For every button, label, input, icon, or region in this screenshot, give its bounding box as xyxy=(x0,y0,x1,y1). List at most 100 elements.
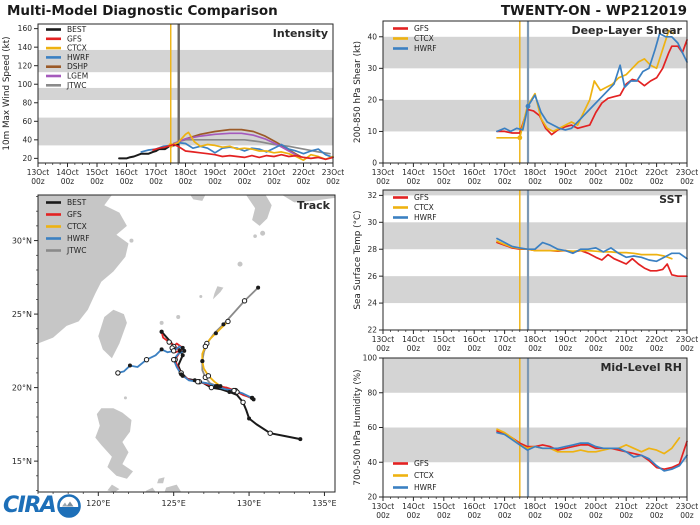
lon-tick-label: 130°E xyxy=(237,499,261,508)
x-tick-sublabel: 00z xyxy=(559,344,573,353)
x-tick-label: 17Oct xyxy=(493,502,516,511)
track-map: 120°E 125°E 130°E 135°E 15°N 20°N 25°N 30°N Trac… xyxy=(12,194,337,508)
x-tick-sublabel: 00z xyxy=(376,177,390,186)
x-tick-label: 17Oct xyxy=(493,335,516,344)
landmass xyxy=(145,487,156,492)
landmass xyxy=(190,195,206,201)
y-tick-label: 40 xyxy=(367,458,377,467)
x-tick-label: 13Oct xyxy=(372,502,395,511)
track-GFS-marker xyxy=(180,345,185,350)
rh-GFS-line xyxy=(496,430,688,471)
x-tick-sublabel: 00z xyxy=(120,177,134,186)
y-tick-label: 60 xyxy=(367,423,377,432)
intensity-CTCX-line xyxy=(169,131,334,162)
x-tick-sublabel: 00z xyxy=(589,177,603,186)
track-HWRF-marker xyxy=(159,347,164,352)
legend-label-CTCX: CTCX xyxy=(414,203,434,212)
x-tick-label: 22Oct xyxy=(292,168,315,177)
track-JTWC-marker xyxy=(256,285,261,290)
track-CTCX-marker xyxy=(213,331,218,336)
x-tick-label: 13Oct xyxy=(27,168,50,177)
y-tick-label: 26 xyxy=(367,272,377,281)
legend-label-CTCX: CTCX xyxy=(414,34,434,43)
y-tick-label: 80 xyxy=(367,388,377,397)
x-tick-label: 18Oct xyxy=(524,502,547,511)
x-tick-label: 18Oct xyxy=(174,168,197,177)
x-tick-label: 20Oct xyxy=(585,502,608,511)
island xyxy=(123,396,127,400)
category-band xyxy=(38,117,333,146)
x-tick-label: 18Oct xyxy=(524,335,547,344)
track-BEST-open-marker xyxy=(267,430,273,436)
legend-label-GFS: GFS xyxy=(414,459,429,468)
x-tick-sublabel: 00z xyxy=(407,511,421,520)
x-tick-label: 15Oct xyxy=(433,335,456,344)
track-CTCX-open-marker xyxy=(202,343,209,350)
island xyxy=(237,261,243,267)
y-tick-label: 0 xyxy=(372,159,377,168)
y-tick-label: 140 xyxy=(18,43,33,52)
landmass xyxy=(95,408,133,479)
landmass xyxy=(157,477,165,484)
lon-tick-label: 125°E xyxy=(162,499,186,508)
mid-level-rh-chart: 13Oct00z14Oct00z15Oct00z16Oct00z17Oct00z… xyxy=(353,354,698,520)
track-BEST-marker xyxy=(298,437,303,442)
x-tick-sublabel: 00z xyxy=(589,511,603,520)
x-tick-sublabel: 00z xyxy=(498,177,512,186)
x-tick-sublabel: 00z xyxy=(650,344,664,353)
shear-GFS-line xyxy=(496,39,688,136)
category-band xyxy=(38,87,333,100)
x-tick-sublabel: 00z xyxy=(238,177,252,186)
y-tick-label: 24 xyxy=(367,299,377,308)
track-HWRF-marker xyxy=(127,363,132,368)
x-tick-label: 22Oct xyxy=(645,168,668,177)
x-tick-label: 16Oct xyxy=(463,168,486,177)
x-tick-sublabel: 00z xyxy=(376,511,390,520)
island xyxy=(176,315,181,320)
x-tick-label: 16Oct xyxy=(463,335,486,344)
track-BEST-marker xyxy=(227,390,232,395)
x-tick-sublabel: 00z xyxy=(528,511,542,520)
x-tick-label: 15Oct xyxy=(86,168,109,177)
track-GFS-marker xyxy=(159,329,164,334)
legend-label-CTCX: CTCX xyxy=(67,44,87,53)
lat-tick-label: 20°N xyxy=(12,383,32,392)
y-tick-label: 100 xyxy=(18,80,33,89)
x-tick-sublabel: 00z xyxy=(559,177,573,186)
category-band xyxy=(383,427,687,463)
category-band xyxy=(38,49,333,73)
x-tick-sublabel: 00z xyxy=(90,177,104,186)
page-title: Multi-Model Diagnostic Comparison xyxy=(7,3,278,19)
category-band xyxy=(383,358,687,393)
track-GFS-open-marker xyxy=(166,339,172,345)
x-tick-sublabel: 00z xyxy=(467,511,481,520)
category-band xyxy=(383,276,687,304)
legend-label-CTCX: CTCX xyxy=(67,222,87,231)
x-tick-label: 16Oct xyxy=(463,502,486,511)
x-tick-sublabel: 00z xyxy=(61,177,75,186)
x-tick-label: 19Oct xyxy=(554,335,577,344)
track-HWRF-open-marker xyxy=(231,387,237,394)
track-CTCX-open-marker xyxy=(205,373,212,379)
track-HWRF-marker xyxy=(213,384,218,389)
track-JTWC-marker xyxy=(221,322,226,327)
x-tick-sublabel: 00z xyxy=(559,511,573,520)
track-GFS-marker xyxy=(177,348,182,353)
track-HWRF-marker xyxy=(179,372,184,377)
track-HWRF-open-marker xyxy=(115,370,121,376)
storm-id-title: TWENTY-ON - WP212019 xyxy=(500,3,687,19)
y-tick-label: 60 xyxy=(22,117,32,126)
sst-HWRF-line xyxy=(496,237,688,263)
y-axis-label: 10m Max Wind Speed (kt) xyxy=(2,36,12,150)
x-tick-sublabel: 00z xyxy=(267,177,281,186)
y-axis-label: 700-500 hPa Humidity (%) xyxy=(353,369,363,485)
x-tick-label: 13Oct xyxy=(372,168,395,177)
landmass xyxy=(246,195,272,226)
y-tick-label: 22 xyxy=(367,326,377,335)
x-tick-sublabel: 00z xyxy=(528,177,542,186)
track-JTWC-open-marker xyxy=(241,298,248,304)
x-tick-label: 15Oct xyxy=(433,168,456,177)
legend-label-GFS: GFS xyxy=(67,34,82,43)
island xyxy=(159,320,164,325)
x-tick-sublabel: 00z xyxy=(437,344,451,353)
